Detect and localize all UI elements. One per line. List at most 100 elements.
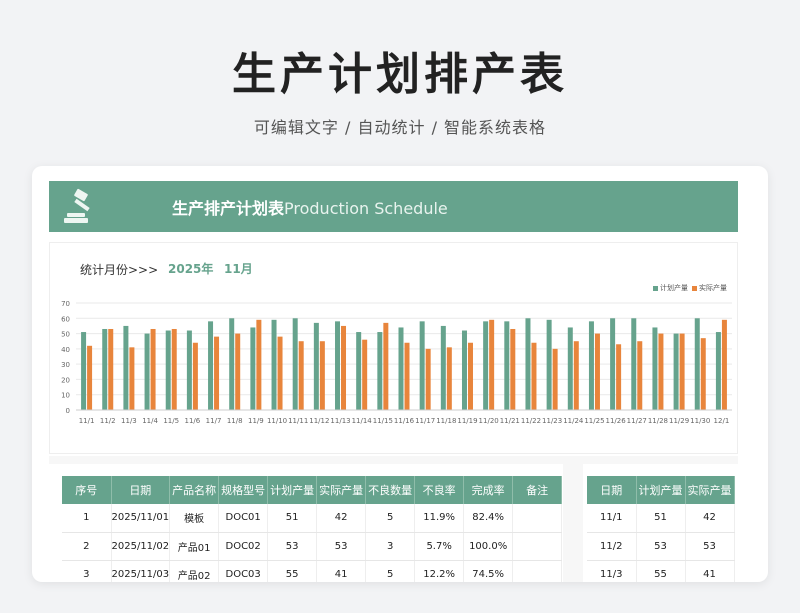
bar-actual (679, 333, 685, 410)
table-cell[interactable] (512, 532, 563, 561)
table-cell[interactable]: 产品02 (169, 560, 220, 582)
table-cell[interactable]: 2025/11/02 (111, 532, 171, 561)
table-cell[interactable]: 5.7% (414, 532, 465, 561)
x-tick-label: 11/8 (227, 417, 243, 425)
table-cell[interactable]: 55 (267, 560, 318, 582)
table-cell[interactable]: 53 (685, 532, 735, 561)
bar-actual (721, 319, 727, 410)
table-row: 11/3 55 41 (587, 560, 735, 582)
table-cell[interactable]: 5 (365, 504, 416, 533)
table-cell[interactable]: 2025/11/03 (111, 560, 171, 582)
x-tick-label: 11/13 (330, 417, 350, 425)
column-header[interactable]: 序号 (62, 476, 112, 504)
table-cell[interactable]: 3 (365, 532, 416, 561)
table-cell[interactable]: 55 (636, 560, 686, 582)
bar-actual (616, 344, 622, 410)
column-header[interactable]: 规格型号 (218, 476, 269, 504)
stat-year-value[interactable]: 2025年 (168, 262, 214, 276)
column-header[interactable]: 计划产量 (267, 476, 318, 504)
table-cell[interactable]: 11/2 (587, 532, 637, 561)
x-tick-label: 11/27 (627, 417, 647, 425)
hero-subtitle: 可编辑文字 / 自动统计 / 智能系统表格 (253, 118, 547, 137)
bar-planned (186, 330, 192, 410)
header-banner: 生产排产计划表Production Schedule (49, 181, 738, 232)
table-cell[interactable]: 42 (316, 504, 367, 533)
x-tick-label: 11/2 (100, 417, 116, 425)
table-cell[interactable]: 74.5% (463, 560, 514, 582)
table-cell[interactable]: 5 (365, 560, 416, 582)
bar-actual (446, 347, 452, 410)
column-header[interactable]: 产品名称 (169, 476, 220, 504)
x-tick-label: 11/5 (163, 417, 179, 425)
column-header[interactable]: 完成率 (463, 476, 514, 504)
table-cell[interactable]: 42 (685, 504, 735, 533)
bar-planned (652, 327, 658, 410)
bar-actual (383, 322, 389, 410)
stat-month-value[interactable]: 11月 (224, 262, 253, 276)
x-tick-label: 11/4 (142, 417, 158, 425)
table-cell[interactable]: 53 (316, 532, 367, 561)
table-cell[interactable] (512, 504, 563, 533)
x-tick-label: 11/22 (521, 417, 541, 425)
table-cell[interactable]: 53 (636, 532, 686, 561)
column-header[interactable]: 备注 (512, 476, 563, 504)
spreadsheet-card: 生产排产计划表Production Schedule 统计月份>>> 2025年… (32, 166, 768, 582)
column-header[interactable]: 实际产量 (685, 476, 735, 504)
bar-chart: 0 10 20 30 40 50 60 70 11/1 11/2 11/3 11/4 11/5 11/6 1… (61, 300, 732, 425)
table-cell[interactable]: 1 (62, 504, 112, 533)
x-tick-label: 11/9 (248, 417, 264, 425)
bar-planned (144, 333, 150, 410)
x-tick-label: 11/24 (563, 417, 584, 425)
x-tick-label: 11/15 (373, 417, 393, 425)
bar-actual (404, 342, 410, 410)
bar-planned (229, 318, 235, 410)
x-tick-label: 11/6 (185, 417, 201, 425)
bar-actual (171, 328, 177, 410)
table-cell[interactable]: DOC01 (218, 504, 269, 533)
x-tick-label: 11/12 (309, 417, 329, 425)
y-tick-label: 30 (61, 361, 70, 369)
table-cell[interactable]: 产品01 (169, 532, 220, 561)
table-cell[interactable]: 12.2% (414, 560, 465, 582)
table-cell[interactable]: 53 (267, 532, 318, 561)
table-cell[interactable]: 100.0% (463, 532, 514, 561)
bar-actual (129, 347, 135, 410)
column-header[interactable]: 日期 (587, 476, 637, 504)
x-tick-label: 11/18 (436, 417, 456, 425)
section-divider (49, 456, 738, 464)
table-cell[interactable]: 51 (267, 504, 318, 533)
y-tick-label: 20 (61, 376, 70, 384)
table-cell[interactable]: 11.9% (414, 504, 465, 533)
column-header[interactable]: 实际产量 (316, 476, 367, 504)
table-row: 11/2 53 53 (587, 532, 735, 561)
y-tick-label: 10 (61, 392, 70, 400)
gavel-icon (64, 188, 90, 223)
table-cell[interactable]: 41 (685, 560, 735, 582)
column-header[interactable]: 日期 (111, 476, 171, 504)
table-cell[interactable]: 41 (316, 560, 367, 582)
stat-month-label: 统计月份>>> (80, 263, 159, 277)
table-cell[interactable] (512, 560, 563, 582)
bar-actual (235, 333, 241, 410)
hero-title: 生产计划排产表 (232, 49, 568, 100)
bar-planned (525, 318, 531, 410)
table-cell[interactable]: DOC02 (218, 532, 269, 561)
table-cell[interactable]: DOC03 (218, 560, 269, 582)
x-tick-label: 11/23 (542, 417, 562, 425)
table-cell[interactable]: 11/3 (587, 560, 637, 582)
table-cell[interactable]: 模板 (169, 504, 220, 533)
column-header[interactable]: 不良率 (414, 476, 465, 504)
column-header[interactable]: 计划产量 (636, 476, 686, 504)
bar-actual (637, 341, 643, 410)
table-cell[interactable]: 82.4% (463, 504, 514, 533)
table-cell[interactable]: 2025/11/01 (111, 504, 171, 533)
bar-planned (440, 325, 446, 410)
column-header[interactable]: 不良数量 (365, 476, 416, 504)
bar-actual (150, 328, 156, 410)
table-cell[interactable]: 2 (62, 532, 112, 561)
table-cell[interactable]: 51 (636, 504, 686, 533)
table-cell[interactable]: 3 (62, 560, 112, 582)
bar-planned (313, 322, 319, 410)
bar-planned (123, 325, 129, 410)
table-cell[interactable]: 11/1 (587, 504, 637, 533)
